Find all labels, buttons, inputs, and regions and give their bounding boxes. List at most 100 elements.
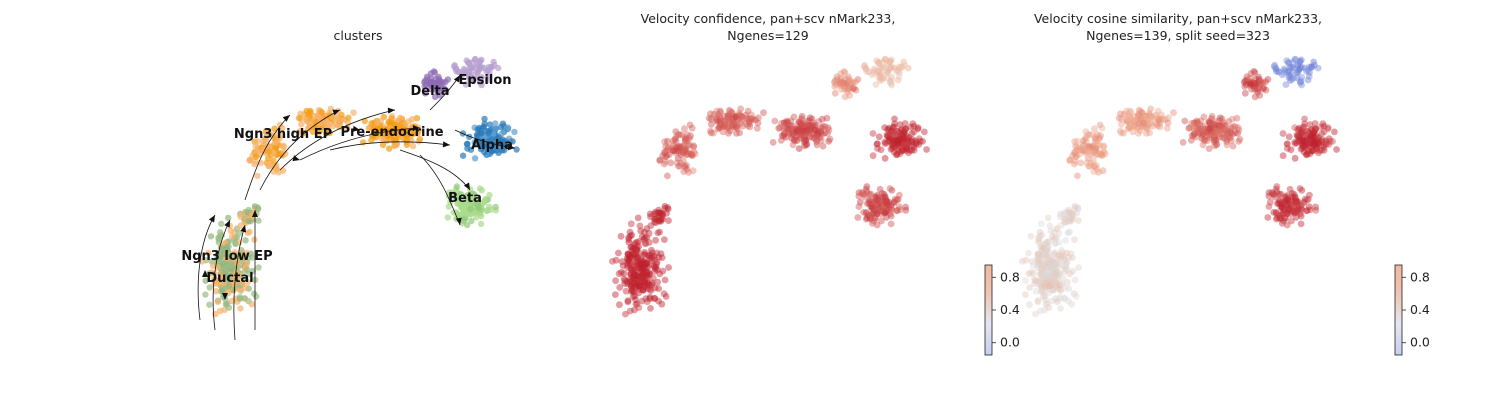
value-point [1038,231,1046,239]
value-point [1048,297,1056,305]
value-point [1082,149,1089,157]
value-point [1050,257,1057,265]
value-point [860,209,868,216]
value-point [886,134,894,142]
value-point [873,207,881,215]
cluster-point [409,142,417,150]
cluster-point [214,298,222,305]
cluster-point [490,141,497,148]
value-point [797,131,805,139]
value-point [888,128,895,135]
value-point [1050,268,1058,275]
value-point [1126,114,1134,122]
value-point [632,300,640,308]
value-point [1045,304,1053,312]
value-point [865,191,873,198]
value-point [893,207,900,215]
value-point [1319,142,1326,150]
value-point [903,145,910,153]
cluster-point [386,145,393,152]
value-point [1284,140,1291,148]
value-point [1203,137,1211,145]
value-point [871,214,879,222]
value-point [1036,307,1044,315]
value-point [784,125,792,133]
value-point [833,76,841,83]
cluster-point [254,138,261,145]
cluster-point [345,114,352,122]
cluster-point [440,84,448,92]
cluster-point [350,109,357,116]
cluster-point [493,147,500,154]
value-point [899,130,906,137]
value-point [672,128,680,136]
value-point [1053,234,1061,242]
value-point [1300,123,1308,131]
value-point [863,68,870,75]
value-point [726,127,734,135]
value-point [907,123,915,131]
value-point [1048,274,1055,282]
value-point [802,123,809,131]
value-point [663,152,671,159]
value-point [665,151,673,159]
cluster-point [244,266,251,273]
value-point [865,68,873,76]
value-point [1048,256,1055,264]
value-point [1100,143,1107,151]
value-point [1209,123,1217,131]
velocity-streamline [259,109,341,191]
value-point [788,128,796,136]
value-point [1206,118,1213,126]
value-point [1275,191,1283,198]
cluster-point [453,209,460,217]
value-point [654,278,661,286]
value-point [1301,138,1308,146]
value-point [1224,131,1232,139]
panel-3-title: Velocity cosine similarity, pan+scv nMar… [1034,11,1322,26]
value-point [1253,80,1260,88]
value-point [1123,114,1130,122]
value-point [641,283,649,290]
value-point [782,133,790,141]
value-point [1126,107,1134,115]
value-point [1204,124,1212,132]
value-point [1271,61,1279,69]
value-point [1060,210,1068,218]
value-point [634,248,642,256]
value-point [645,256,652,263]
value-point [1253,86,1261,93]
value-point [1063,260,1070,268]
velocity-arrowhead [222,293,228,300]
value-point [889,140,896,148]
value-point [641,228,648,236]
value-point [1270,209,1278,216]
value-point [862,64,869,72]
value-point [1247,75,1255,82]
value-point [1264,214,1272,221]
value-point [1306,121,1314,128]
value-point [855,192,863,200]
value-point [878,203,886,211]
value-point [684,150,692,158]
cluster-point [219,273,226,280]
value-point [1124,110,1132,118]
value-point [894,140,902,148]
value-point [813,136,821,144]
value-point [624,280,631,287]
value-point [665,264,672,271]
value-point [705,114,713,122]
value-point [1044,276,1051,284]
value-point [1069,267,1077,275]
value-point [881,194,889,201]
value-point [1040,260,1048,268]
value-point [1154,122,1162,129]
value-point [869,130,877,137]
value-point [1040,251,1048,258]
value-point [1126,112,1133,120]
value-point [873,140,881,148]
value-point [1066,270,1074,278]
value-point [803,141,810,149]
value-point [1301,120,1308,128]
value-point [780,132,787,140]
